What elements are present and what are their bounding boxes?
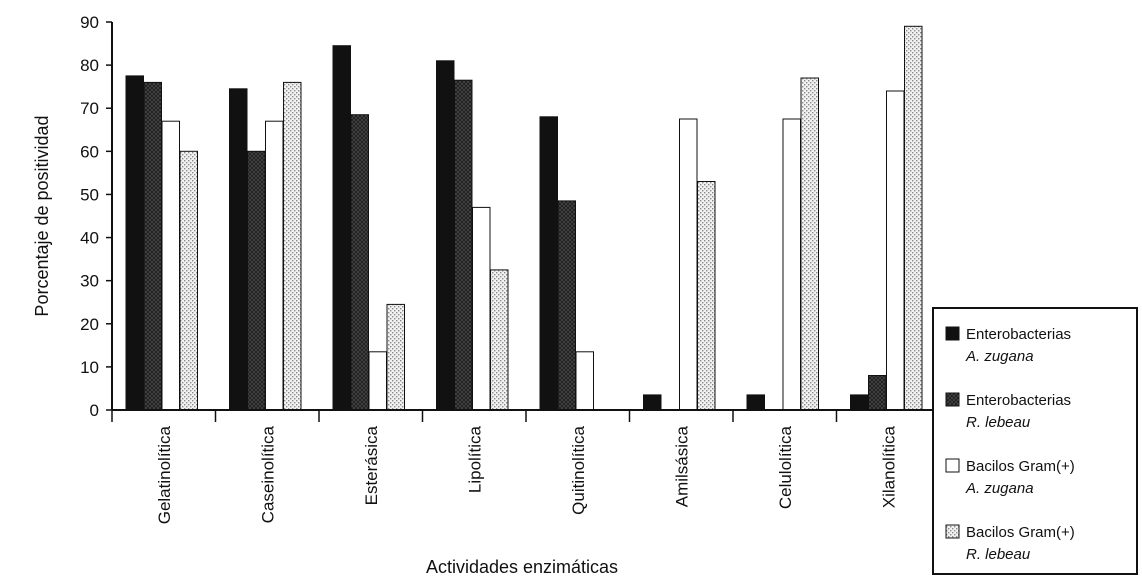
bar-series-1-cat-4 (436, 60, 455, 411)
bar-series-4-cat-7 (800, 77, 819, 411)
legend-box (932, 307, 1138, 575)
bar-series-2-cat-4 (454, 79, 473, 411)
bar-series-3-cat-1 (161, 120, 180, 411)
bar-series-3-cat-2 (265, 120, 284, 411)
bar-series-1-cat-7 (746, 394, 765, 411)
bar-series-3-cat-8 (886, 90, 905, 411)
bar-series-4-cat-1 (179, 150, 198, 411)
y-tick-label: 0 (90, 401, 99, 420)
bar-series-1-cat-3 (332, 45, 351, 411)
y-tick-label: 80 (80, 56, 99, 75)
y-tick-label: 30 (80, 272, 99, 291)
legend-sublabel-series-3: A. zugana (965, 480, 1034, 497)
bar-series-1-cat-5 (539, 116, 558, 411)
bar-series-2-cat-3 (350, 114, 369, 411)
bar-series-4-cat-3 (386, 303, 405, 411)
y-tick-label: 60 (80, 142, 99, 161)
y-tick-label: 10 (80, 358, 99, 377)
y-axis-title: Porcentaje de positividad (32, 115, 52, 316)
bar-series-3-cat-4 (472, 206, 491, 411)
legend-label-series-1: Enterobacterias (966, 326, 1071, 343)
bar-series-3-cat-7 (782, 118, 801, 411)
legend-swatch-series-4 (945, 524, 960, 539)
bar-series-2-cat-2 (247, 150, 266, 411)
legend-label-series-3: Bacilos Gram(+) (966, 458, 1075, 475)
bar-series-1-cat-2 (229, 88, 248, 411)
legend-label-series-4: Bacilos Gram(+) (966, 524, 1075, 541)
x-axis-title: Actividades enzimáticas (426, 557, 618, 577)
bar-series-2-cat-8 (868, 375, 887, 411)
x-tick-label: Lipolítica (465, 425, 484, 493)
x-tick-label: Gelatinolítica (155, 425, 174, 524)
bar-series-3-cat-3 (368, 351, 387, 411)
bar-series-1-cat-1 (125, 75, 144, 411)
y-tick-label: 50 (80, 185, 99, 204)
legend-swatch-series-3 (945, 458, 960, 473)
bar-series-1-cat-6 (643, 394, 662, 411)
y-tick-label: 90 (80, 13, 99, 32)
legend-label-series-2: Enterobacterias (966, 392, 1071, 409)
bar-series-4-cat-6 (697, 181, 716, 411)
legend: Enterobacterias A. zugana Enterobacteria… (932, 307, 1138, 575)
bar-series-1-cat-8 (850, 394, 869, 411)
bar-series-4-cat-8 (904, 25, 923, 411)
y-tick-label: 70 (80, 99, 99, 118)
legend-sublabel-series-2: R. lebeau (966, 414, 1031, 431)
x-tick-label: Caseinolítica (258, 425, 277, 523)
bar-series-2-cat-5 (557, 200, 576, 411)
y-tick-label: 40 (80, 229, 99, 248)
x-tick-label: Quitinolítica (569, 425, 588, 514)
legend-sublabel-series-1: A. zugana (965, 348, 1034, 365)
legend-sublabel-series-4: R. lebeau (966, 546, 1031, 563)
bar-series-2-cat-1 (143, 81, 162, 411)
bar-series-3-cat-6 (679, 118, 698, 411)
y-tick-label: 20 (80, 315, 99, 334)
legend-swatch-series-2 (945, 392, 960, 407)
legend-swatch-series-1 (945, 326, 960, 341)
x-tick-label: Esterásica (362, 425, 381, 505)
x-tick-label: Xilanolítica (879, 425, 898, 508)
bar-series-4-cat-2 (283, 81, 302, 411)
bar-series-3-cat-5 (575, 351, 594, 411)
x-tick-label: Celulolítica (776, 425, 795, 509)
bar-series-4-cat-4 (490, 269, 509, 411)
x-tick-label: Amilsásica (672, 425, 691, 507)
